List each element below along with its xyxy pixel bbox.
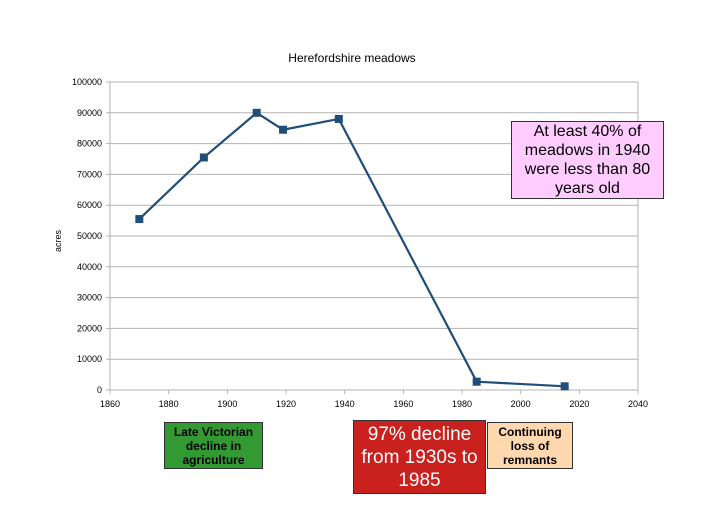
data-point-1919 <box>279 125 288 134</box>
x-tick-label: 2040 <box>628 399 648 409</box>
annotation-97-percent-decline: 97% decline from 1930s to 1985 <box>353 420 486 494</box>
y-tick-label: 0 <box>97 385 102 395</box>
y-tick-label: 60000 <box>77 200 102 210</box>
y-tick-label: 50000 <box>77 231 102 241</box>
data-point-2015 <box>560 382 569 391</box>
x-tick-label: 1980 <box>452 399 472 409</box>
x-tick-label: 1940 <box>335 399 355 409</box>
y-tick-label: 100000 <box>72 77 102 87</box>
y-tick-label: 90000 <box>77 108 102 118</box>
y-tick-label: 80000 <box>77 139 102 149</box>
data-point-1985 <box>472 377 481 386</box>
data-point-1892 <box>199 153 208 162</box>
chart-title: Herefordshire meadows <box>288 51 415 65</box>
y-tick-label: 10000 <box>77 354 102 364</box>
x-tick-label: 2020 <box>569 399 589 409</box>
x-tick-label: 1900 <box>217 399 237 409</box>
tick-labels: 0 10000 20000 30000 40000 50000 60000 70000 8000… <box>72 77 648 409</box>
data-point-1870 <box>135 215 144 224</box>
data-point-1910 <box>252 108 261 117</box>
annotation-victorian-decline: Late Victorian decline in agriculture <box>164 422 263 469</box>
x-tick-label: 1920 <box>276 399 296 409</box>
x-tick-label: 1960 <box>393 399 413 409</box>
x-tick-label: 1860 <box>100 399 120 409</box>
series-layer <box>135 108 569 391</box>
x-tick-label: 2000 <box>511 399 531 409</box>
y-tick-label: 70000 <box>77 169 102 179</box>
annotation-meadow-age: At least 40% of meadows in 1940 were les… <box>511 121 664 199</box>
data-point-1938 <box>334 114 343 123</box>
annotation-continuing-loss: Continuing loss of remnants <box>487 422 573 469</box>
y-axis-label: acres <box>53 230 63 253</box>
x-tick-label: 1880 <box>159 399 179 409</box>
y-tick-label: 30000 <box>77 293 102 303</box>
y-tick-label: 20000 <box>77 323 102 333</box>
y-tick-label: 40000 <box>77 262 102 272</box>
